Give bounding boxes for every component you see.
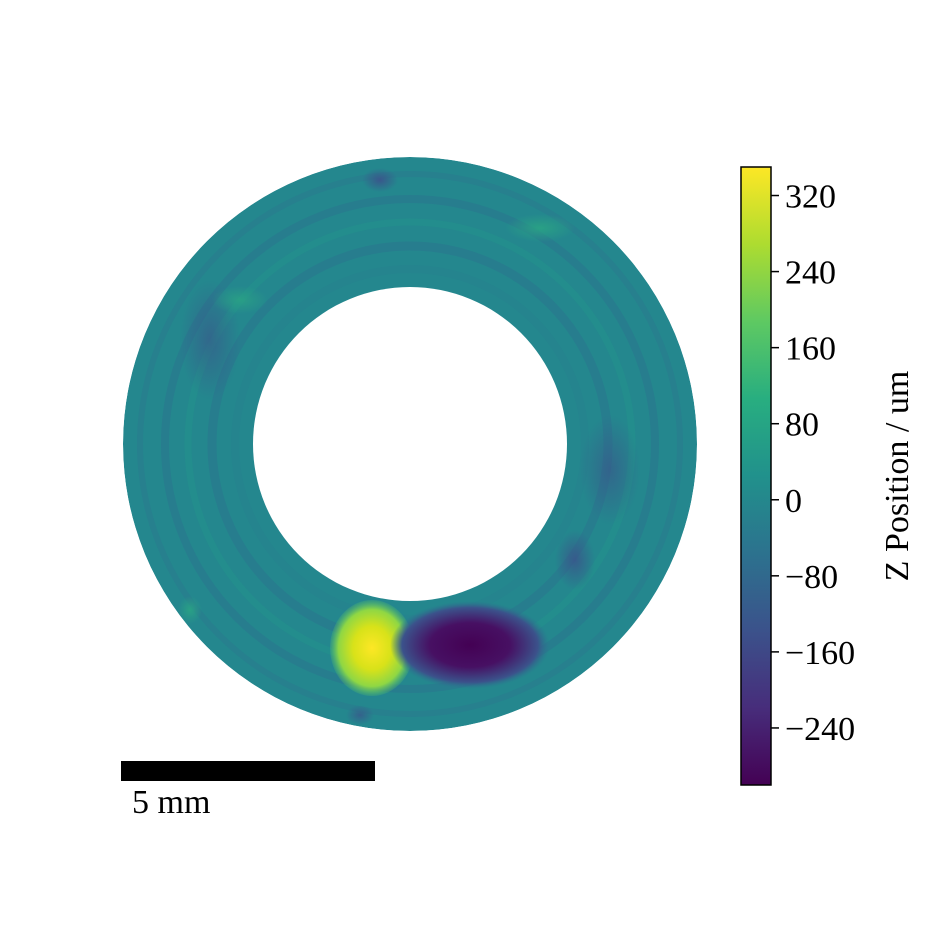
- annulus-heatmap: [123, 157, 697, 731]
- colorbar: 320 240 160 80 0 −80 −160 −240 Z Position / um: [740, 166, 916, 786]
- colorbar-gradient: [740, 166, 772, 786]
- colorbar-tick-label: 240: [785, 255, 836, 292]
- high-region: [330, 600, 414, 696]
- scale-bar-label: 5 mm: [132, 784, 210, 821]
- colorbar-tick-label: −240: [785, 711, 855, 748]
- colorbar-label: Z Position / um: [879, 371, 916, 582]
- scale-bar: [121, 761, 375, 781]
- colorbar-tick-label: 160: [785, 331, 836, 368]
- colorbar-tick-label: 80: [785, 407, 819, 444]
- colorbar-ticks: 320 240 160 80 0 −80 −160 −240: [771, 179, 855, 748]
- colorbar-tick-label: 320: [785, 179, 836, 216]
- low-region: [390, 601, 550, 689]
- colorbar-tick-label: 0: [785, 483, 802, 520]
- colorbar-tick-label: −80: [785, 559, 838, 596]
- colorbar-tick-label: −160: [785, 635, 855, 672]
